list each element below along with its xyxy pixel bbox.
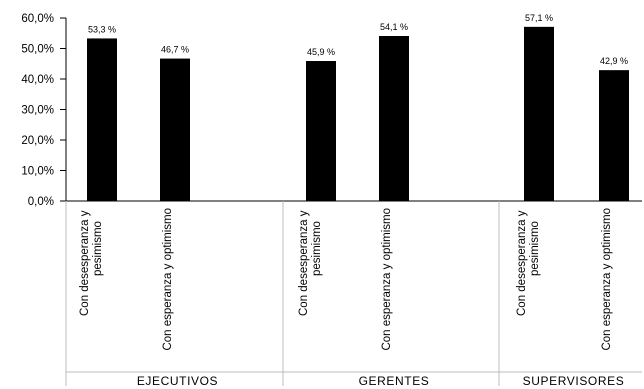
- y-tick-label: 10,0%: [21, 166, 54, 178]
- data-label: 53,3 %: [88, 24, 116, 34]
- data-label: 42,9 %: [600, 56, 628, 66]
- group-label: SUPERVISORES: [523, 374, 625, 388]
- category-label: Con esperanza y optimismo: [162, 208, 174, 351]
- category-label: Con desesperanza ypesimismo: [79, 210, 104, 316]
- bar: [306, 61, 336, 201]
- x-axis: EJECUTIVOS Con desesperanza ypesimismo Con…: [65, 200, 642, 388]
- group-label: GERENTES: [359, 374, 430, 388]
- data-label: 54,1 %: [380, 22, 408, 32]
- bar: [87, 38, 117, 202]
- y-tick-label: 50,0%: [21, 44, 54, 56]
- category-label: Con esperanza y optimismo: [381, 208, 393, 351]
- bars: 53,3 % 46,7 % 45,9 % 54,1 % 57,1 % 42,9 %: [87, 13, 629, 202]
- bar: [599, 70, 629, 201]
- category-label: Con desesperanza ypesimismo: [516, 210, 541, 316]
- bar: [160, 58, 190, 201]
- category-label: Con desesperanza ypesimismo: [298, 210, 323, 316]
- data-label: 45,9 %: [307, 47, 335, 57]
- category-label: Con esperanza y optimismo: [601, 208, 613, 351]
- y-tick-label: 60,0%: [21, 13, 54, 25]
- data-label: 57,1 %: [525, 13, 553, 23]
- y-axis: 0,0% 10,0% 20,0% 30,0% 40,0% 50,0% 60,0%: [21, 13, 67, 208]
- data-label: 46,7 %: [161, 45, 189, 55]
- bar: [379, 35, 409, 202]
- y-tick-label: 40,0%: [21, 74, 54, 86]
- y-tick-label: 30,0%: [21, 105, 54, 117]
- y-tick-label: 20,0%: [21, 135, 54, 147]
- bar: [524, 26, 554, 201]
- group-label: EJECUTIVOS: [137, 374, 218, 388]
- y-tick-label: 0,0%: [28, 196, 54, 208]
